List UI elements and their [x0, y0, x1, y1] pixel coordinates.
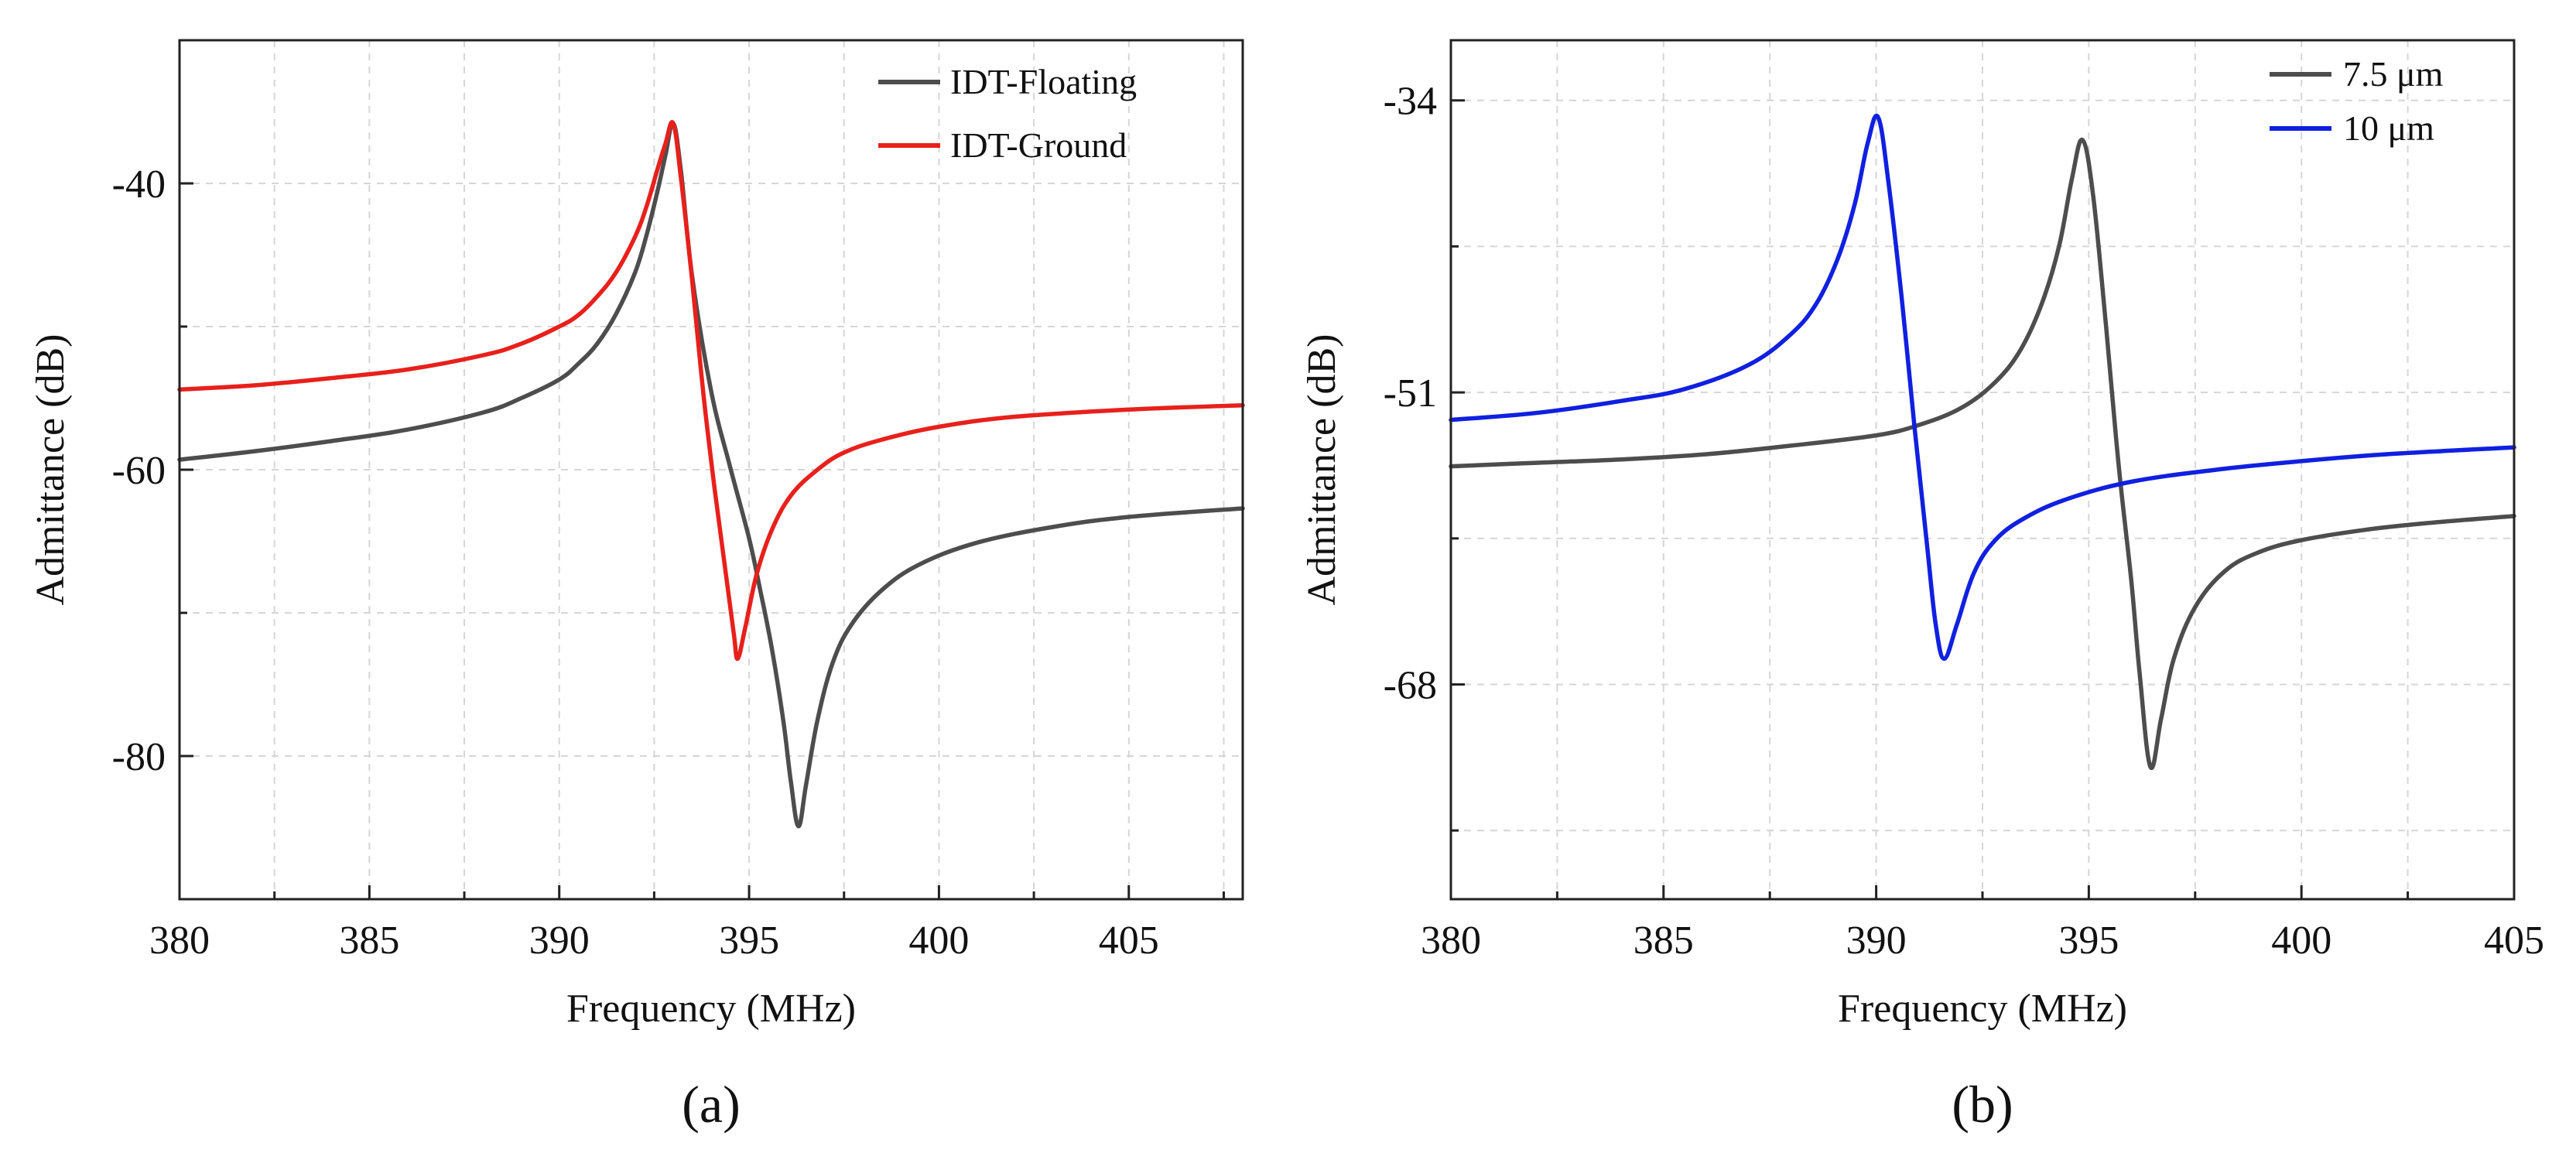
chart-panel-a: 380 385 390 395 400 405 -40 -60 -80 Frequency (… [29, 39, 1245, 1134]
x-tick-label: 380 [1421, 919, 1481, 963]
legend-label-idt-floating: IDT-Floating [950, 62, 1137, 101]
legend-label-7-5-um: 7.5 μm [2343, 54, 2444, 94]
legend-label-10-um: 10 μm [2343, 108, 2434, 148]
panel-label-a: (a) [682, 1075, 740, 1134]
x-axis-title: Frequency (MHz) [1838, 987, 2127, 1031]
series-line-idt-floating [177, 121, 1245, 829]
series-line-10-m [1449, 113, 2516, 661]
series-group [1449, 113, 2516, 771]
panel-label-b: (b) [1952, 1075, 2013, 1134]
y-tick-label: -34 [1384, 80, 1437, 124]
x-tick-label: 385 [1634, 919, 1694, 963]
y-axis-ticks: -34 -51 -68 [1384, 80, 1465, 832]
x-tick-label: 385 [339, 919, 399, 963]
legend: IDT-Floating IDT-Ground [878, 62, 1137, 165]
gridlines [1451, 40, 2514, 899]
series-group [177, 120, 1245, 829]
y-tick-label: -40 [112, 163, 166, 207]
y-tick-label: -68 [1384, 664, 1437, 708]
y-tick-label: -51 [1384, 371, 1437, 416]
x-tick-label: 400 [908, 919, 969, 963]
x-tick-label: 395 [2058, 919, 2119, 963]
x-tick-label: 380 [149, 919, 210, 963]
chart-panel-b: 380 385 390 395 400 405 -34 -51 -68 Frequency (… [1300, 39, 2544, 1134]
x-axis-title: Frequency (MHz) [566, 987, 856, 1031]
y-tick-label: -60 [112, 449, 166, 493]
y-tick-label: -80 [112, 735, 166, 779]
legend: 7.5 μm 10 μm [2270, 54, 2444, 148]
x-tick-label: 390 [1846, 919, 1907, 963]
series-line-7-5-m [1449, 138, 2516, 771]
x-axis-ticks: 380 385 390 395 400 405 [1421, 885, 2544, 963]
y-axis-title: Admittance (dB) [29, 334, 73, 606]
x-tick-label: 405 [1099, 919, 1159, 963]
y-axis-ticks: -40 -60 -80 [112, 163, 193, 779]
x-tick-label: 400 [2271, 919, 2331, 963]
series-line-idt-ground [177, 120, 1245, 661]
x-tick-label: 390 [529, 919, 590, 963]
legend-label-idt-ground: IDT-Ground [950, 125, 1127, 165]
x-tick-label: 405 [2484, 919, 2544, 963]
x-axis-ticks: 380 385 390 395 400 405 [149, 885, 1225, 963]
x-tick-label: 395 [719, 919, 779, 963]
gridlines [180, 40, 1243, 899]
y-axis-title: Admittance (dB) [1300, 334, 1344, 606]
